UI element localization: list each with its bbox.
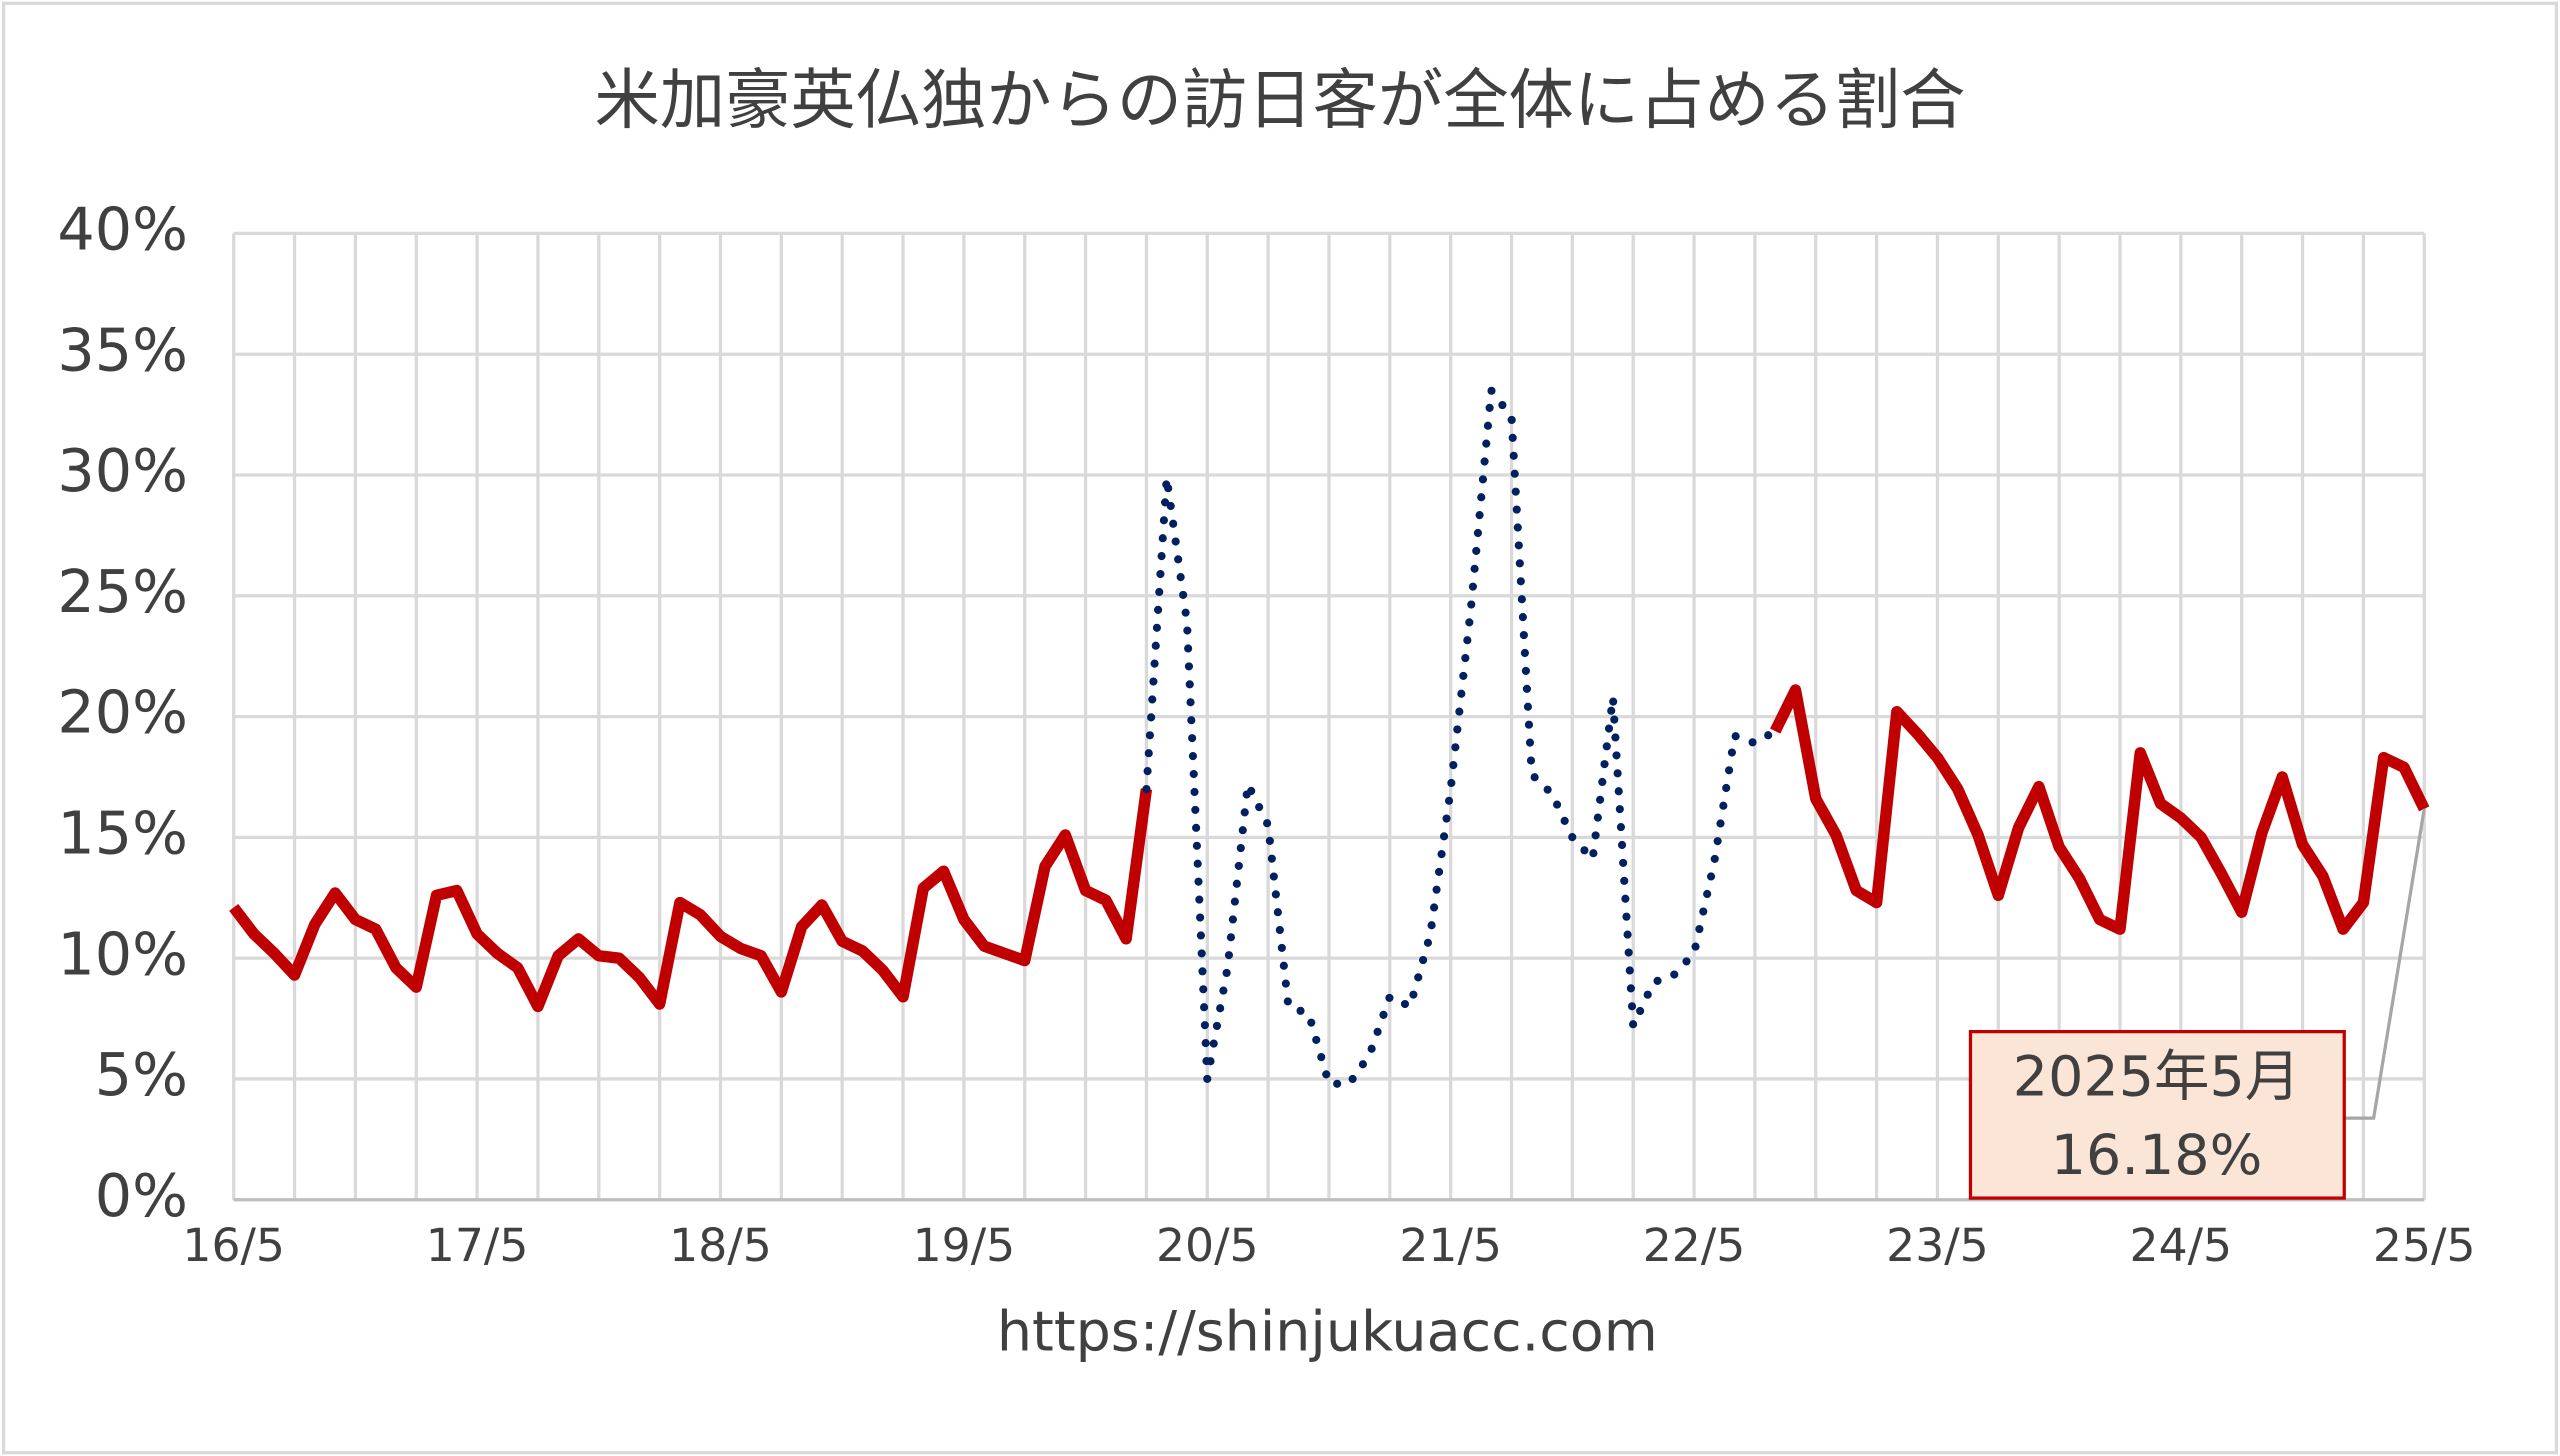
chart-title: 米加豪英仏独からの訪日客が全体に占める割合 — [595, 63, 1966, 139]
callout-box — [1968, 1029, 2346, 1200]
y-tick-label: 30% — [57, 436, 188, 505]
series-line — [229, 684, 2430, 1013]
y-tick-label: 20% — [57, 678, 188, 747]
y-tick-label: 0% — [95, 1161, 188, 1230]
y-tick-label: 15% — [57, 798, 188, 867]
x-tick-label: 17/5 — [426, 1219, 529, 1272]
x-tick-label: 21/5 — [1399, 1219, 1502, 1272]
callout-value: 16.18% — [2051, 1123, 2263, 1188]
y-tick-label: 10% — [57, 919, 188, 988]
y-tick-label: 40% — [57, 195, 188, 264]
y-tick-label: 25% — [57, 557, 188, 626]
callout-leader — [2344, 808, 2426, 1120]
x-tick-label: 25/5 — [2373, 1219, 2476, 1272]
x-tick-label: 22/5 — [1643, 1219, 1746, 1272]
x-tick-label: 24/5 — [2130, 1219, 2233, 1272]
source-label: https://shinjukuacc.com — [997, 1299, 1658, 1364]
y-tick-label: 35% — [57, 315, 188, 384]
callout-label: 2025年5月 — [2013, 1045, 2300, 1110]
x-tick-label: 19/5 — [913, 1219, 1016, 1272]
x-tick-label: 23/5 — [1886, 1219, 1989, 1272]
x-tick-label: 20/5 — [1156, 1219, 1259, 1272]
y-tick-label: 5% — [95, 1040, 188, 1109]
x-tick-label: 18/5 — [669, 1219, 772, 1272]
series-line — [1142, 386, 1780, 1088]
x-tick-label: 16/5 — [182, 1219, 285, 1272]
